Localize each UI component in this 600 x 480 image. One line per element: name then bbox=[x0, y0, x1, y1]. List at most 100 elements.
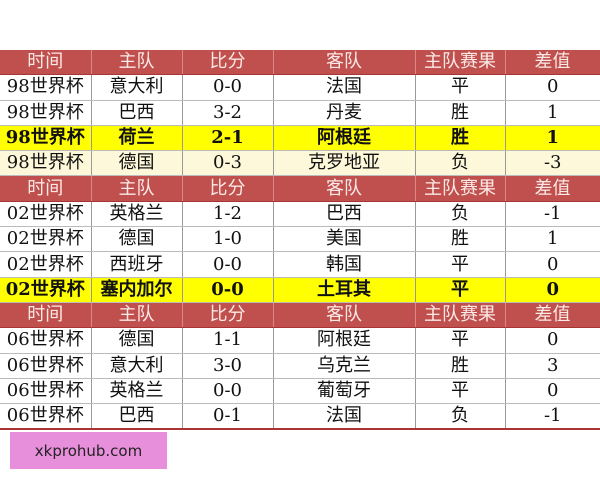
cell-score: 3-0 bbox=[182, 353, 274, 379]
cell-time: 98世界杯 bbox=[0, 150, 92, 177]
watermark: xkprohub.com bbox=[10, 432, 167, 469]
cell-home-result: 胜 bbox=[415, 100, 506, 126]
cell-home-team: 英格兰 bbox=[91, 201, 183, 228]
header-difference: 差值 bbox=[505, 302, 600, 329]
header-time: 时间 bbox=[0, 302, 92, 329]
header-row: 时间 主队 比分 客队 主队赛果 差值 bbox=[0, 302, 600, 329]
table-row: 98世界杯 德国 0-3 克罗地亚负 -3 bbox=[0, 150, 600, 177]
cell-away-team: 阿根廷 bbox=[273, 327, 416, 354]
cell-home-result: 负 bbox=[415, 403, 506, 431]
cell-time: 98世界杯 bbox=[0, 100, 92, 126]
cell-difference: 3 bbox=[505, 353, 600, 379]
header-home-result: 主队赛果 bbox=[415, 50, 506, 76]
header-time: 时间 bbox=[0, 50, 92, 76]
cell-difference: -1 bbox=[505, 403, 600, 431]
header-row: 时间 主队 比分 客队 主队赛果 差值 bbox=[0, 175, 600, 202]
cell-score: 0-0 bbox=[182, 251, 274, 278]
cell-time: 98世界杯 bbox=[0, 125, 92, 152]
cell-home-result: 胜 bbox=[415, 353, 506, 379]
header-home-team: 主队 bbox=[91, 302, 183, 329]
cell-away-team: 阿根廷 bbox=[273, 125, 416, 152]
cell-home-team: 巴西 bbox=[91, 100, 183, 126]
cell-home-team: 荷兰 bbox=[91, 125, 183, 152]
header-difference: 差值 bbox=[505, 50, 600, 76]
cell-home-team: 德国 bbox=[91, 150, 183, 177]
header-away-team: 客队 bbox=[273, 302, 416, 329]
cell-home-result: 负 bbox=[415, 150, 506, 177]
header-score: 比分 bbox=[182, 175, 274, 202]
header-home-result: 主队赛果 bbox=[415, 175, 506, 202]
cell-score: 2-1 bbox=[182, 125, 274, 152]
cell-time: 02世界杯 bbox=[0, 226, 92, 253]
cell-score: 0-3 bbox=[182, 150, 274, 177]
cell-score: 0-0 bbox=[182, 378, 274, 405]
table-row: 98世界杯 意大利 0-0 法国平 0 bbox=[0, 74, 600, 101]
header-difference: 差值 bbox=[505, 175, 600, 202]
cell-score: 1-0 bbox=[182, 226, 274, 253]
cell-score: 0-0 bbox=[182, 74, 274, 101]
cell-time: 02世界杯 bbox=[0, 201, 92, 228]
cell-away-team: 美国 bbox=[273, 226, 416, 253]
cell-away-team: 韩国 bbox=[273, 251, 416, 278]
cell-time: 02世界杯 bbox=[0, 251, 92, 278]
cell-away-team: 巴西 bbox=[273, 201, 416, 228]
cell-difference: 0 bbox=[505, 327, 600, 354]
cell-difference: 1 bbox=[505, 100, 600, 126]
cell-home-team: 英格兰 bbox=[91, 378, 183, 405]
table-row: 06世界杯 英格兰 0-0 葡萄牙平 0 bbox=[0, 378, 600, 405]
cell-score: 0-0 bbox=[182, 277, 274, 303]
cell-home-team: 意大利 bbox=[91, 353, 183, 379]
cell-home-result: 平 bbox=[415, 327, 506, 354]
table-row: 98世界杯 荷兰 2-1 阿根廷胜 1 bbox=[0, 125, 600, 152]
cell-home-result: 平 bbox=[415, 251, 506, 278]
cell-home-team: 德国 bbox=[91, 327, 183, 354]
cell-away-team: 土耳其 bbox=[273, 277, 416, 303]
cell-home-result: 胜 bbox=[415, 125, 506, 152]
table-row: 06世界杯 德国 1-1 阿根廷平 0 bbox=[0, 327, 600, 354]
header-away-team: 客队 bbox=[273, 50, 416, 76]
header-row: 时间 主队 比分 客队 主队赛果 差值 bbox=[0, 50, 600, 76]
cell-away-team: 克罗地亚 bbox=[273, 150, 416, 177]
cell-difference: 0 bbox=[505, 277, 600, 303]
cell-home-result: 平 bbox=[415, 277, 506, 303]
table-row: 06世界杯 巴西 0-1 法国负 -1 bbox=[0, 403, 600, 431]
cell-away-team: 法国 bbox=[273, 74, 416, 101]
table-row: 02世界杯 英格兰 1-2 巴西负 -1 bbox=[0, 201, 600, 228]
cell-home-result: 平 bbox=[415, 378, 506, 405]
cell-score: 1-1 bbox=[182, 327, 274, 354]
cell-home-team: 德国 bbox=[91, 226, 183, 253]
header-score: 比分 bbox=[182, 302, 274, 329]
cell-away-team: 葡萄牙 bbox=[273, 378, 416, 405]
cell-home-team: 巴西 bbox=[91, 403, 183, 431]
cell-away-team: 乌克兰 bbox=[273, 353, 416, 379]
cell-difference: 0 bbox=[505, 251, 600, 278]
cell-difference: -3 bbox=[505, 150, 600, 177]
cell-time: 06世界杯 bbox=[0, 403, 92, 431]
cell-difference: 1 bbox=[505, 226, 600, 253]
cell-score: 1-2 bbox=[182, 201, 274, 228]
table-row: 06世界杯 意大利 3-0 乌克兰胜 3 bbox=[0, 353, 600, 379]
header-time: 时间 bbox=[0, 175, 92, 202]
cell-away-team: 法国 bbox=[273, 403, 416, 431]
cell-score: 3-2 bbox=[182, 100, 274, 126]
world-cup-results-table: 时间 主队 比分 客队 主队赛果 差值 98世界杯 意大利 0-0 法国平 0 98世界杯 巴西 3-2 丹… bbox=[0, 50, 600, 431]
header-away-team: 客队 bbox=[273, 175, 416, 202]
cell-time: 98世界杯 bbox=[0, 74, 92, 101]
cell-difference: 0 bbox=[505, 74, 600, 101]
cell-home-team: 塞内加尔 bbox=[91, 277, 183, 303]
table-row: 02世界杯 西班牙 0-0 韩国平 0 bbox=[0, 251, 600, 278]
header-home-result: 主队赛果 bbox=[415, 302, 506, 329]
cell-time: 06世界杯 bbox=[0, 378, 92, 405]
cell-away-team: 丹麦 bbox=[273, 100, 416, 126]
cell-difference: 0 bbox=[505, 378, 600, 405]
table-row: 02世界杯 德国 1-0 美国胜 1 bbox=[0, 226, 600, 253]
cell-score: 0-1 bbox=[182, 403, 274, 431]
header-score: 比分 bbox=[182, 50, 274, 76]
cell-home-team: 意大利 bbox=[91, 74, 183, 101]
table-row: 98世界杯 巴西 3-2 丹麦胜 1 bbox=[0, 100, 600, 126]
header-home-team: 主队 bbox=[91, 175, 183, 202]
cell-difference: -1 bbox=[505, 201, 600, 228]
cell-time: 06世界杯 bbox=[0, 353, 92, 379]
cell-home-result: 负 bbox=[415, 201, 506, 228]
cell-time: 06世界杯 bbox=[0, 327, 92, 354]
